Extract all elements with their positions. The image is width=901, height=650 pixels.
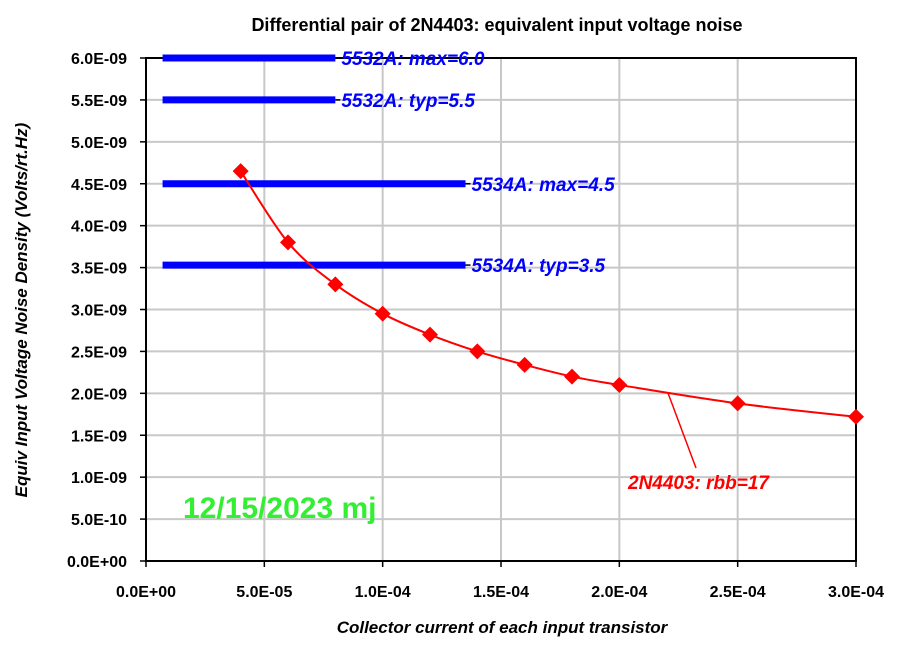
x-tick-label: 1.0E-04 bbox=[355, 584, 411, 601]
y-tick-label: 4.0E-09 bbox=[71, 219, 127, 236]
reference-line-label: 5532A: max=6.0 bbox=[341, 49, 485, 70]
data-point-marker bbox=[327, 276, 344, 293]
x-tick-label: 5.0E-05 bbox=[236, 584, 292, 601]
date-stamp: 12/15/2023 mj bbox=[183, 492, 377, 525]
series-group bbox=[232, 163, 864, 425]
x-tick-label: 2.5E-04 bbox=[710, 584, 766, 601]
x-tick-label: 1.5E-04 bbox=[473, 584, 529, 601]
y-tick-label: 1.0E-09 bbox=[71, 470, 127, 487]
data-point-marker bbox=[422, 326, 438, 343]
data-point-marker bbox=[516, 356, 533, 373]
y-axis: 0.0E+00 5.0E-10 1.0E-09 1.5E-09 2.0E-09 2.5E-… bbox=[67, 51, 146, 571]
data-point-marker bbox=[729, 395, 746, 412]
y-axis-label: Equiv Input Voltage Noise Density (Volts… bbox=[12, 122, 31, 497]
data-point-marker bbox=[848, 408, 864, 425]
y-tick-label: 3.0E-09 bbox=[71, 303, 127, 320]
y-tick-label: 0.0E+00 bbox=[67, 554, 127, 571]
x-tick-label: 2.0E-04 bbox=[591, 584, 647, 601]
x-axis-label: Collector current of each input transist… bbox=[337, 618, 669, 637]
x-tick-label: 0.0E+00 bbox=[116, 584, 176, 601]
y-tick-label: 3.5E-09 bbox=[71, 261, 127, 278]
reference-line-label: 5534A: typ=3.5 bbox=[472, 256, 606, 277]
y-tick-label: 4.5E-09 bbox=[71, 177, 127, 194]
series-line bbox=[239, 170, 857, 418]
data-point-marker bbox=[469, 343, 486, 360]
data-point-marker bbox=[280, 234, 296, 251]
y-tick-label: 5.0E-10 bbox=[71, 512, 127, 529]
series-label-leader bbox=[667, 392, 697, 469]
y-tick-label: 6.0E-09 bbox=[71, 51, 127, 68]
data-point-marker bbox=[232, 163, 249, 180]
reference-lines: 5532A: max=6.0 5532A: typ=5.5 5534A: max=4… bbox=[162, 49, 616, 277]
y-tick-label: 2.0E-09 bbox=[71, 386, 127, 403]
chart-title: Differential pair of 2N4403: equivalent … bbox=[251, 15, 742, 35]
data-point-marker bbox=[611, 376, 628, 393]
y-tick-label: 2.5E-09 bbox=[71, 344, 127, 361]
x-axis: 0.0E+00 5.0E-05 1.0E-04 1.5E-04 2.0E-04 2.5E-… bbox=[116, 561, 884, 601]
reference-line-label: 5532A: typ=5.5 bbox=[341, 91, 475, 112]
reference-line-label: 5534A: max=4.5 bbox=[472, 175, 616, 196]
data-point-marker bbox=[564, 368, 580, 385]
series-label-2n4403: 2N4403: rbb=17 bbox=[627, 473, 770, 494]
data-point-marker bbox=[374, 305, 391, 322]
y-tick-label: 5.5E-09 bbox=[71, 93, 127, 110]
y-tick-label: 5.0E-09 bbox=[71, 135, 127, 152]
y-tick-label: 1.5E-09 bbox=[71, 428, 127, 445]
x-tick-label: 3.0E-04 bbox=[828, 584, 884, 601]
